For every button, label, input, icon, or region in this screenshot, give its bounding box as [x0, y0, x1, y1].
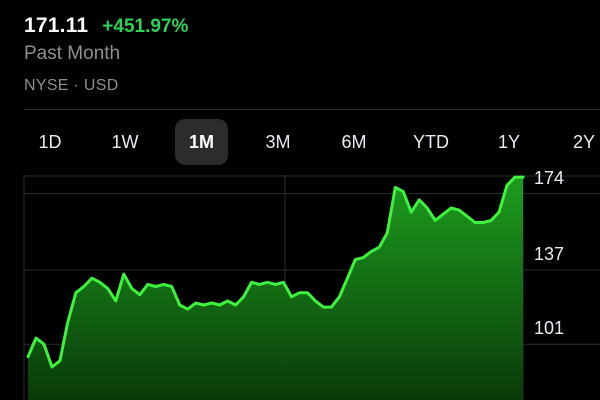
tab-3m[interactable]: 3M: [265, 131, 291, 152]
price-row: 171.11 +451.97%: [24, 14, 188, 38]
tab-1m[interactable]: 1M: [175, 119, 228, 165]
period-label: Past Month: [24, 43, 121, 64]
tab-1w[interactable]: 1W: [111, 131, 139, 152]
price-chart-svg: [23, 175, 600, 400]
tab-1y[interactable]: 1Y: [497, 131, 521, 152]
y-tick-label: 174: [534, 167, 565, 188]
tab-1d[interactable]: 1D: [38, 131, 62, 152]
y-tick-label: 137: [534, 243, 565, 264]
y-tick-label: 101: [534, 318, 565, 339]
header-divider: [24, 109, 600, 110]
time-range-tabs: 1D 1W 1M 3M 6M YTD 1Y 2Y: [0, 119, 600, 165]
exchange-currency-label: NYSE · USD: [24, 77, 119, 94]
tab-2y[interactable]: 2Y: [572, 131, 596, 152]
current-price: 171.11: [24, 14, 89, 37]
tab-ytd[interactable]: YTD: [413, 131, 449, 152]
price-area-fill: [28, 177, 523, 400]
price-chart[interactable]: 174 137 101: [0, 168, 600, 400]
percent-change: +451.97%: [102, 16, 189, 37]
price-line: [26, 175, 525, 369]
tab-6m[interactable]: 6M: [341, 131, 367, 152]
